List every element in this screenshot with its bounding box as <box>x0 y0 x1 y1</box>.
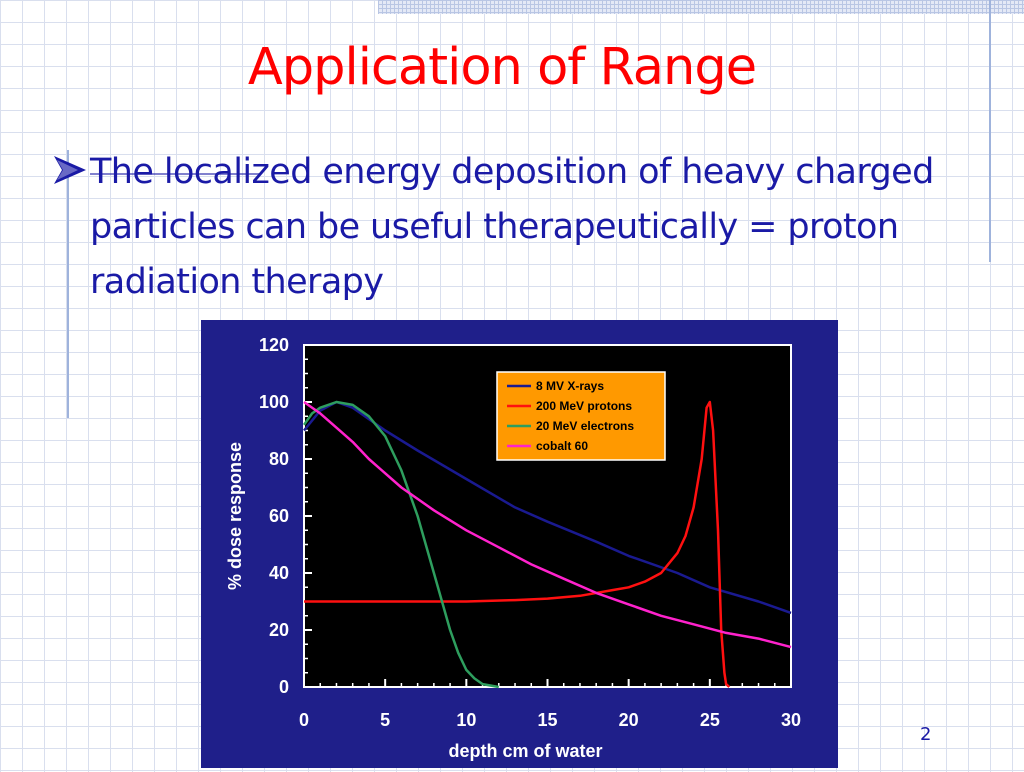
legend-label-3: 20 MeV electrons <box>536 419 634 433</box>
legend-label-2: 200 MeV protons <box>536 399 632 413</box>
left-decorative-line <box>67 150 69 418</box>
top-decorative-band <box>378 0 1024 14</box>
y-tick-label: 20 <box>269 620 289 640</box>
legend-label-4: cobalt 60 <box>536 439 588 453</box>
right-decorative-line <box>989 0 991 262</box>
dose-chart-svg: 0 5 10 15 20 25 30 0 20 40 60 80 100 120 depth cm of w… <box>225 335 801 761</box>
legend-label-1: 8 MV X-rays <box>536 379 604 393</box>
y-axis-label: % dose response <box>225 442 245 590</box>
y-tick-label: 0 <box>279 677 289 697</box>
y-tick-label: 40 <box>269 563 289 583</box>
x-tick-label: 20 <box>619 710 639 730</box>
y-tick-label: 60 <box>269 506 289 526</box>
x-tick-label: 25 <box>700 710 720 730</box>
x-tick-label: 5 <box>380 710 390 730</box>
y-tick-label: 100 <box>259 392 289 412</box>
slide-title: Application of Range <box>247 38 757 97</box>
y-tick-label: 80 <box>269 449 289 469</box>
x-tick-label: 10 <box>456 710 476 730</box>
x-axis-label: depth cm of water <box>448 741 602 761</box>
x-tick-label: 0 <box>299 710 309 730</box>
page-number: 2 <box>920 724 932 745</box>
y-tick-label: 120 <box>259 335 289 355</box>
series-line-1 <box>303 400 792 615</box>
x-tick-label: 15 <box>537 710 557 730</box>
bullet-text: The localized energy deposition of heavy… <box>90 152 934 302</box>
dose-chart: 0 5 10 15 20 25 30 0 20 40 60 80 100 120 depth cm of w… <box>201 320 838 768</box>
series-line-2 <box>304 400 731 688</box>
series-line-3 <box>302 400 500 689</box>
x-tick-label: 30 <box>781 710 801 730</box>
underline-decoration <box>90 173 260 175</box>
arrow-bullet-icon <box>54 156 86 184</box>
series-line-4 <box>303 400 792 649</box>
